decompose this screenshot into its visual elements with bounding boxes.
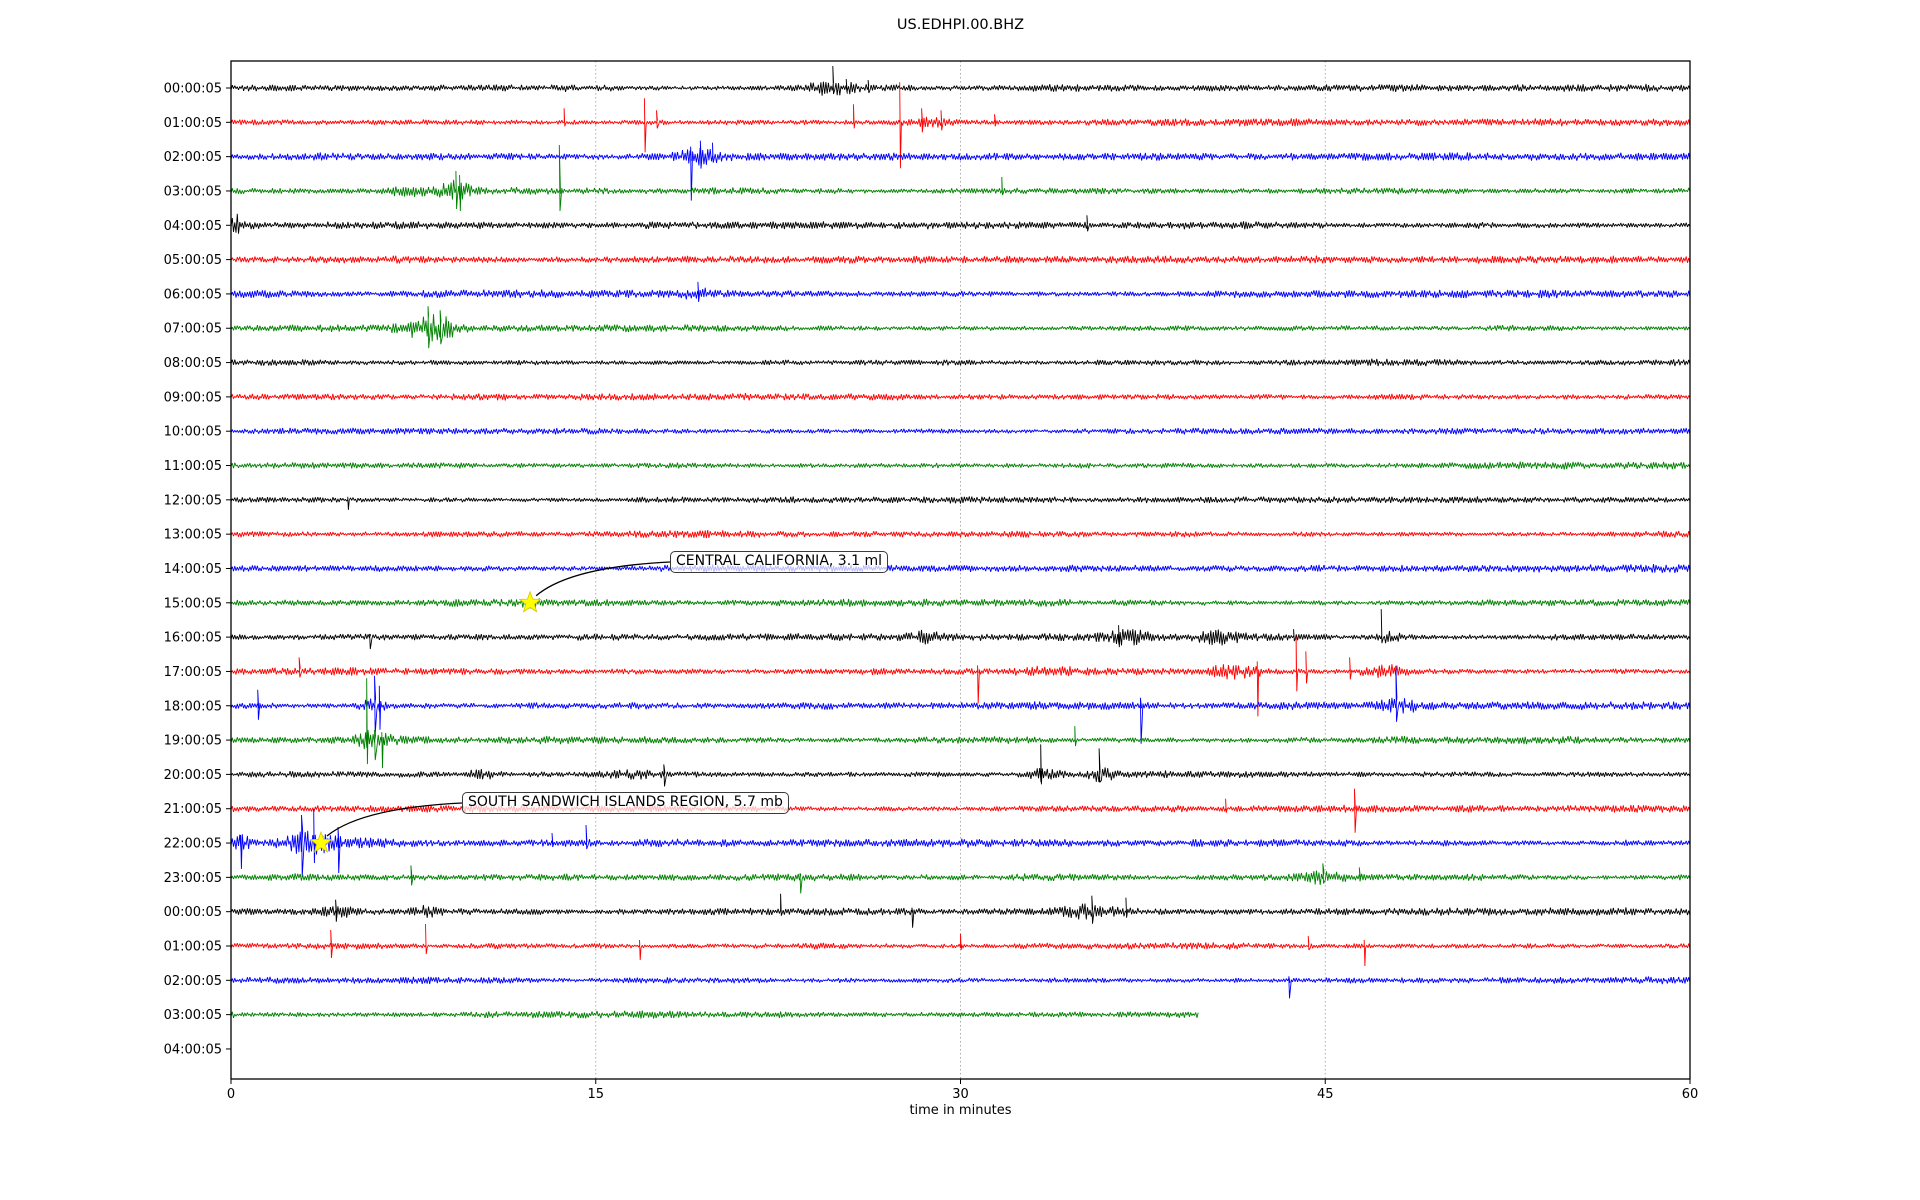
trace-row-14 bbox=[230, 564, 1691, 573]
row-time-label: 16:00:05 bbox=[164, 631, 222, 646]
row-time-label: 13:00:05 bbox=[164, 528, 222, 543]
trace-row-23 bbox=[230, 863, 1691, 894]
trace-row-24 bbox=[230, 893, 1691, 928]
row-time-label: 21:00:05 bbox=[164, 802, 222, 817]
event-star-icon-1 bbox=[309, 830, 333, 853]
trace-row-9 bbox=[230, 392, 1691, 401]
row-time-label: 00:00:05 bbox=[164, 905, 222, 920]
trace-row-12 bbox=[230, 496, 1691, 510]
trace-row-13 bbox=[230, 530, 1691, 539]
row-time-label: 17:00:05 bbox=[164, 665, 222, 680]
row-time-label: 14:00:05 bbox=[164, 562, 222, 577]
x-tick-label: 15 bbox=[587, 1087, 604, 1102]
figure-title: US.EDHPI.00.BHZ bbox=[896, 17, 1025, 33]
trace-row-2 bbox=[230, 140, 1691, 201]
event-star-icon-0 bbox=[518, 590, 542, 613]
trace-row-7 bbox=[230, 306, 1691, 349]
trace-row-6 bbox=[230, 281, 1691, 302]
row-time-label: 07:00:05 bbox=[164, 322, 222, 337]
row-time-label: 08:00:05 bbox=[164, 356, 222, 371]
trace-row-27 bbox=[230, 1010, 1199, 1019]
event-callout-0: CENTRAL CALIFORNIA, 3.1 ml bbox=[670, 551, 889, 573]
row-time-label: 11:00:05 bbox=[164, 459, 222, 474]
row-time-label: 09:00:05 bbox=[164, 390, 222, 405]
row-time-label: 15:00:05 bbox=[164, 596, 222, 611]
trace-row-22 bbox=[230, 808, 1691, 878]
event-leader-line-1 bbox=[326, 802, 463, 837]
row-time-label: 02:00:05 bbox=[164, 974, 222, 989]
trace-row-10 bbox=[230, 427, 1691, 435]
x-tick-label: 45 bbox=[1317, 1087, 1334, 1102]
trace-row-25 bbox=[230, 923, 1691, 967]
trace-row-1 bbox=[230, 82, 1691, 169]
row-time-label: 06:00:05 bbox=[164, 287, 222, 302]
row-time-label: 04:00:05 bbox=[164, 1042, 222, 1057]
row-time-label: 03:00:05 bbox=[164, 184, 222, 199]
trace-row-20 bbox=[230, 744, 1691, 787]
trace-row-16 bbox=[230, 609, 1691, 650]
row-time-label: 22:00:05 bbox=[164, 837, 222, 852]
row-time-label: 03:00:05 bbox=[164, 1008, 222, 1023]
trace-row-8 bbox=[230, 358, 1691, 367]
trace-row-3 bbox=[230, 144, 1691, 212]
row-time-label: 10:00:05 bbox=[164, 425, 222, 440]
trace-row-4 bbox=[230, 213, 1691, 234]
trace-row-5 bbox=[230, 255, 1691, 264]
row-time-label: 20:00:05 bbox=[164, 768, 222, 783]
row-time-label: 04:00:05 bbox=[164, 219, 222, 234]
trace-row-18 bbox=[230, 665, 1691, 744]
x-tick-label: 30 bbox=[952, 1087, 969, 1102]
trace-row-15 bbox=[230, 598, 1691, 609]
row-time-label: 01:00:05 bbox=[164, 940, 222, 955]
event-callout-1: SOUTH SANDWICH ISLANDS REGION, 5.7 mb bbox=[462, 792, 789, 814]
row-time-label: 00:00:05 bbox=[164, 82, 222, 97]
row-time-label: 05:00:05 bbox=[164, 253, 222, 268]
x-tick-label: 60 bbox=[1682, 1087, 1699, 1102]
row-time-label: 18:00:05 bbox=[164, 699, 222, 714]
trace-row-26 bbox=[230, 976, 1691, 999]
trace-row-17 bbox=[230, 636, 1691, 717]
row-time-label: 19:00:05 bbox=[164, 734, 222, 749]
row-time-label: 01:00:05 bbox=[164, 116, 222, 131]
x-tick-label: 0 bbox=[227, 1087, 235, 1102]
row-time-label: 02:00:05 bbox=[164, 150, 222, 165]
row-time-label: 23:00:05 bbox=[164, 871, 222, 886]
x-axis-label: time in minutes bbox=[909, 1103, 1012, 1118]
trace-row-11 bbox=[230, 461, 1691, 470]
trace-row-19 bbox=[230, 678, 1691, 769]
row-time-label: 12:00:05 bbox=[164, 493, 222, 508]
event-leader-line-0 bbox=[535, 561, 671, 597]
trace-row-0 bbox=[230, 65, 1691, 96]
